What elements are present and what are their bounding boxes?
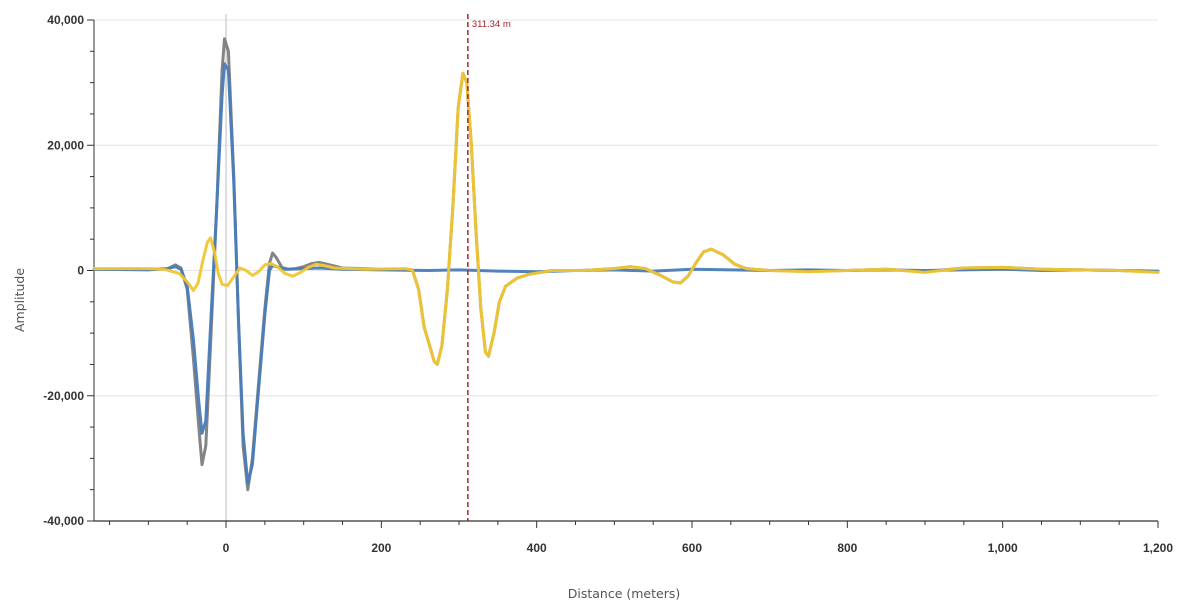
cursor[interactable]: 311.34 m	[467, 14, 511, 521]
y-tick-label: 20,000	[47, 138, 84, 152]
x-tick-label: 1,200	[1143, 541, 1173, 555]
series-lines	[92, 37, 1160, 492]
x-tick-label: 400	[527, 541, 547, 555]
y-tick-label: -20,000	[43, 389, 84, 403]
y-tick-label: 40,000	[47, 13, 84, 27]
x-tick-label: 1,000	[988, 541, 1018, 555]
x-tick-label: 200	[371, 541, 391, 555]
y-tick-label: 0	[77, 264, 84, 278]
x-tick-label: 600	[682, 541, 702, 555]
series-line-3	[92, 71, 1160, 366]
cursor-label: 311.34 m	[472, 19, 511, 30]
x-tick-label: 0	[223, 541, 230, 555]
y-axis-title: Amplitude	[12, 268, 27, 332]
x-tick-label: 800	[837, 541, 857, 555]
y-tick-label: -40,000	[43, 514, 84, 528]
x-axis-title: Distance (meters)	[568, 586, 681, 601]
series-line-1	[92, 37, 1160, 492]
